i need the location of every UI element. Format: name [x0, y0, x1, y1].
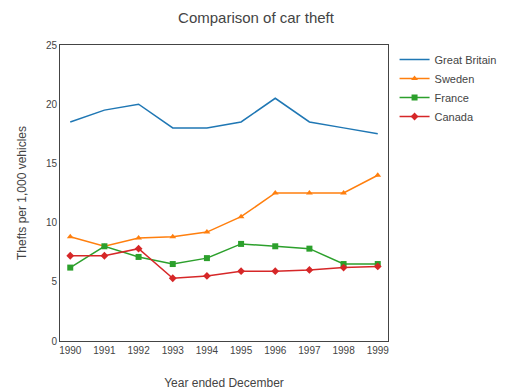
svg-text:Sweden: Sweden	[435, 73, 475, 85]
svg-text:1998: 1998	[332, 345, 355, 356]
svg-text:1994: 1994	[196, 345, 219, 356]
svg-text:20: 20	[46, 99, 58, 110]
svg-text:15: 15	[46, 158, 58, 169]
svg-text:1999: 1999	[367, 345, 390, 356]
svg-text:1991: 1991	[93, 345, 116, 356]
svg-text:1993: 1993	[162, 345, 185, 356]
svg-text:1995: 1995	[230, 345, 253, 356]
svg-text:1997: 1997	[298, 345, 321, 356]
svg-text:Thefts per 1,000 vehicles: Thefts per 1,000 vehicles	[15, 126, 29, 260]
svg-text:Canada: Canada	[435, 111, 474, 123]
svg-text:Comparison of car theft: Comparison of car theft	[178, 9, 335, 26]
svg-text:France: France	[435, 92, 469, 104]
svg-text:1996: 1996	[264, 345, 287, 356]
svg-text:1992: 1992	[127, 345, 150, 356]
svg-text:25: 25	[46, 40, 58, 51]
svg-text:5: 5	[51, 276, 57, 287]
svg-text:10: 10	[46, 217, 58, 228]
svg-text:Great Britain: Great Britain	[435, 54, 497, 66]
svg-text:1990: 1990	[59, 345, 82, 356]
svg-text:0: 0	[51, 336, 57, 347]
svg-text:Year ended December: Year ended December	[164, 376, 284, 390]
